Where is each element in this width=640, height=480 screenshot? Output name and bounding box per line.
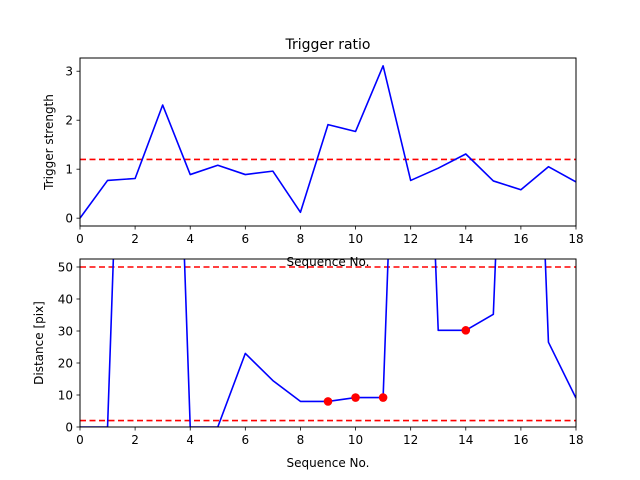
top-x-tick-label: 16 xyxy=(513,232,528,246)
top-x-tick-label: 6 xyxy=(242,232,250,246)
top-chart-title: Trigger ratio xyxy=(284,37,370,53)
top-x-tick-label: 10 xyxy=(348,232,363,246)
top-x-tick-label: 8 xyxy=(297,232,305,246)
top-axes-frame xyxy=(79,57,577,227)
top-plot-area xyxy=(80,65,576,219)
top-series-line-0 xyxy=(80,65,576,219)
bottom-chart: 0 2 4 6 8 10 12 14 16 18 0 10 20 30 40 50 xyxy=(58,258,584,447)
top-x-tick-label: 14 xyxy=(458,232,473,246)
bottom-x-tick-label: 14 xyxy=(458,433,473,447)
top-x-tick-label: 18 xyxy=(568,232,583,246)
bottom-marker-point xyxy=(461,326,471,335)
bottom-marker-point xyxy=(378,393,388,402)
top-x-tick-label: 2 xyxy=(131,232,139,246)
bottom-x-tick-label: 2 xyxy=(131,433,139,447)
top-y-tick-label: 3 xyxy=(65,65,73,79)
bottom-x-tick-label: 8 xyxy=(297,433,305,447)
top-x-tick-label: 0 xyxy=(76,232,84,246)
bottom-y-tick-label: 30 xyxy=(58,325,73,339)
top-y-tick-label: 0 xyxy=(65,212,73,226)
bottom-axes-frame xyxy=(79,258,577,428)
bottom-x-tick-label: 6 xyxy=(242,433,250,447)
bottom-y-tick-label: 10 xyxy=(58,389,73,403)
bottom-marker-point xyxy=(351,393,360,402)
bottom-x-tick-label: 10 xyxy=(348,433,363,447)
bottom-x-tick-label: 4 xyxy=(186,433,194,447)
top-y-tick-label: 1 xyxy=(65,163,73,177)
bottom-chart-xlabel: Sequence No. xyxy=(287,456,370,470)
bottom-x-tick-label: 18 xyxy=(568,433,583,447)
top-chart-ylabel: Trigger strength xyxy=(42,94,56,191)
bottom-y-tick-label: 40 xyxy=(58,293,73,307)
bottom-y-tick-label: 50 xyxy=(58,261,73,275)
top-x-tick-label: 12 xyxy=(403,232,418,246)
bottom-chart-ylabel: Distance [pix] xyxy=(32,301,46,385)
top-y-tick-label: 2 xyxy=(65,114,73,128)
top-x-tick-label: 4 xyxy=(186,232,194,246)
bottom-y-tick-label: 20 xyxy=(58,357,73,371)
bottom-x-tick-label: 16 xyxy=(513,433,528,447)
bottom-marker-point xyxy=(323,397,333,406)
bottom-x-tick-label: 0 xyxy=(76,433,84,447)
bottom-x-tick-label: 12 xyxy=(403,433,418,447)
bottom-y-tick-label: 0 xyxy=(65,421,73,435)
